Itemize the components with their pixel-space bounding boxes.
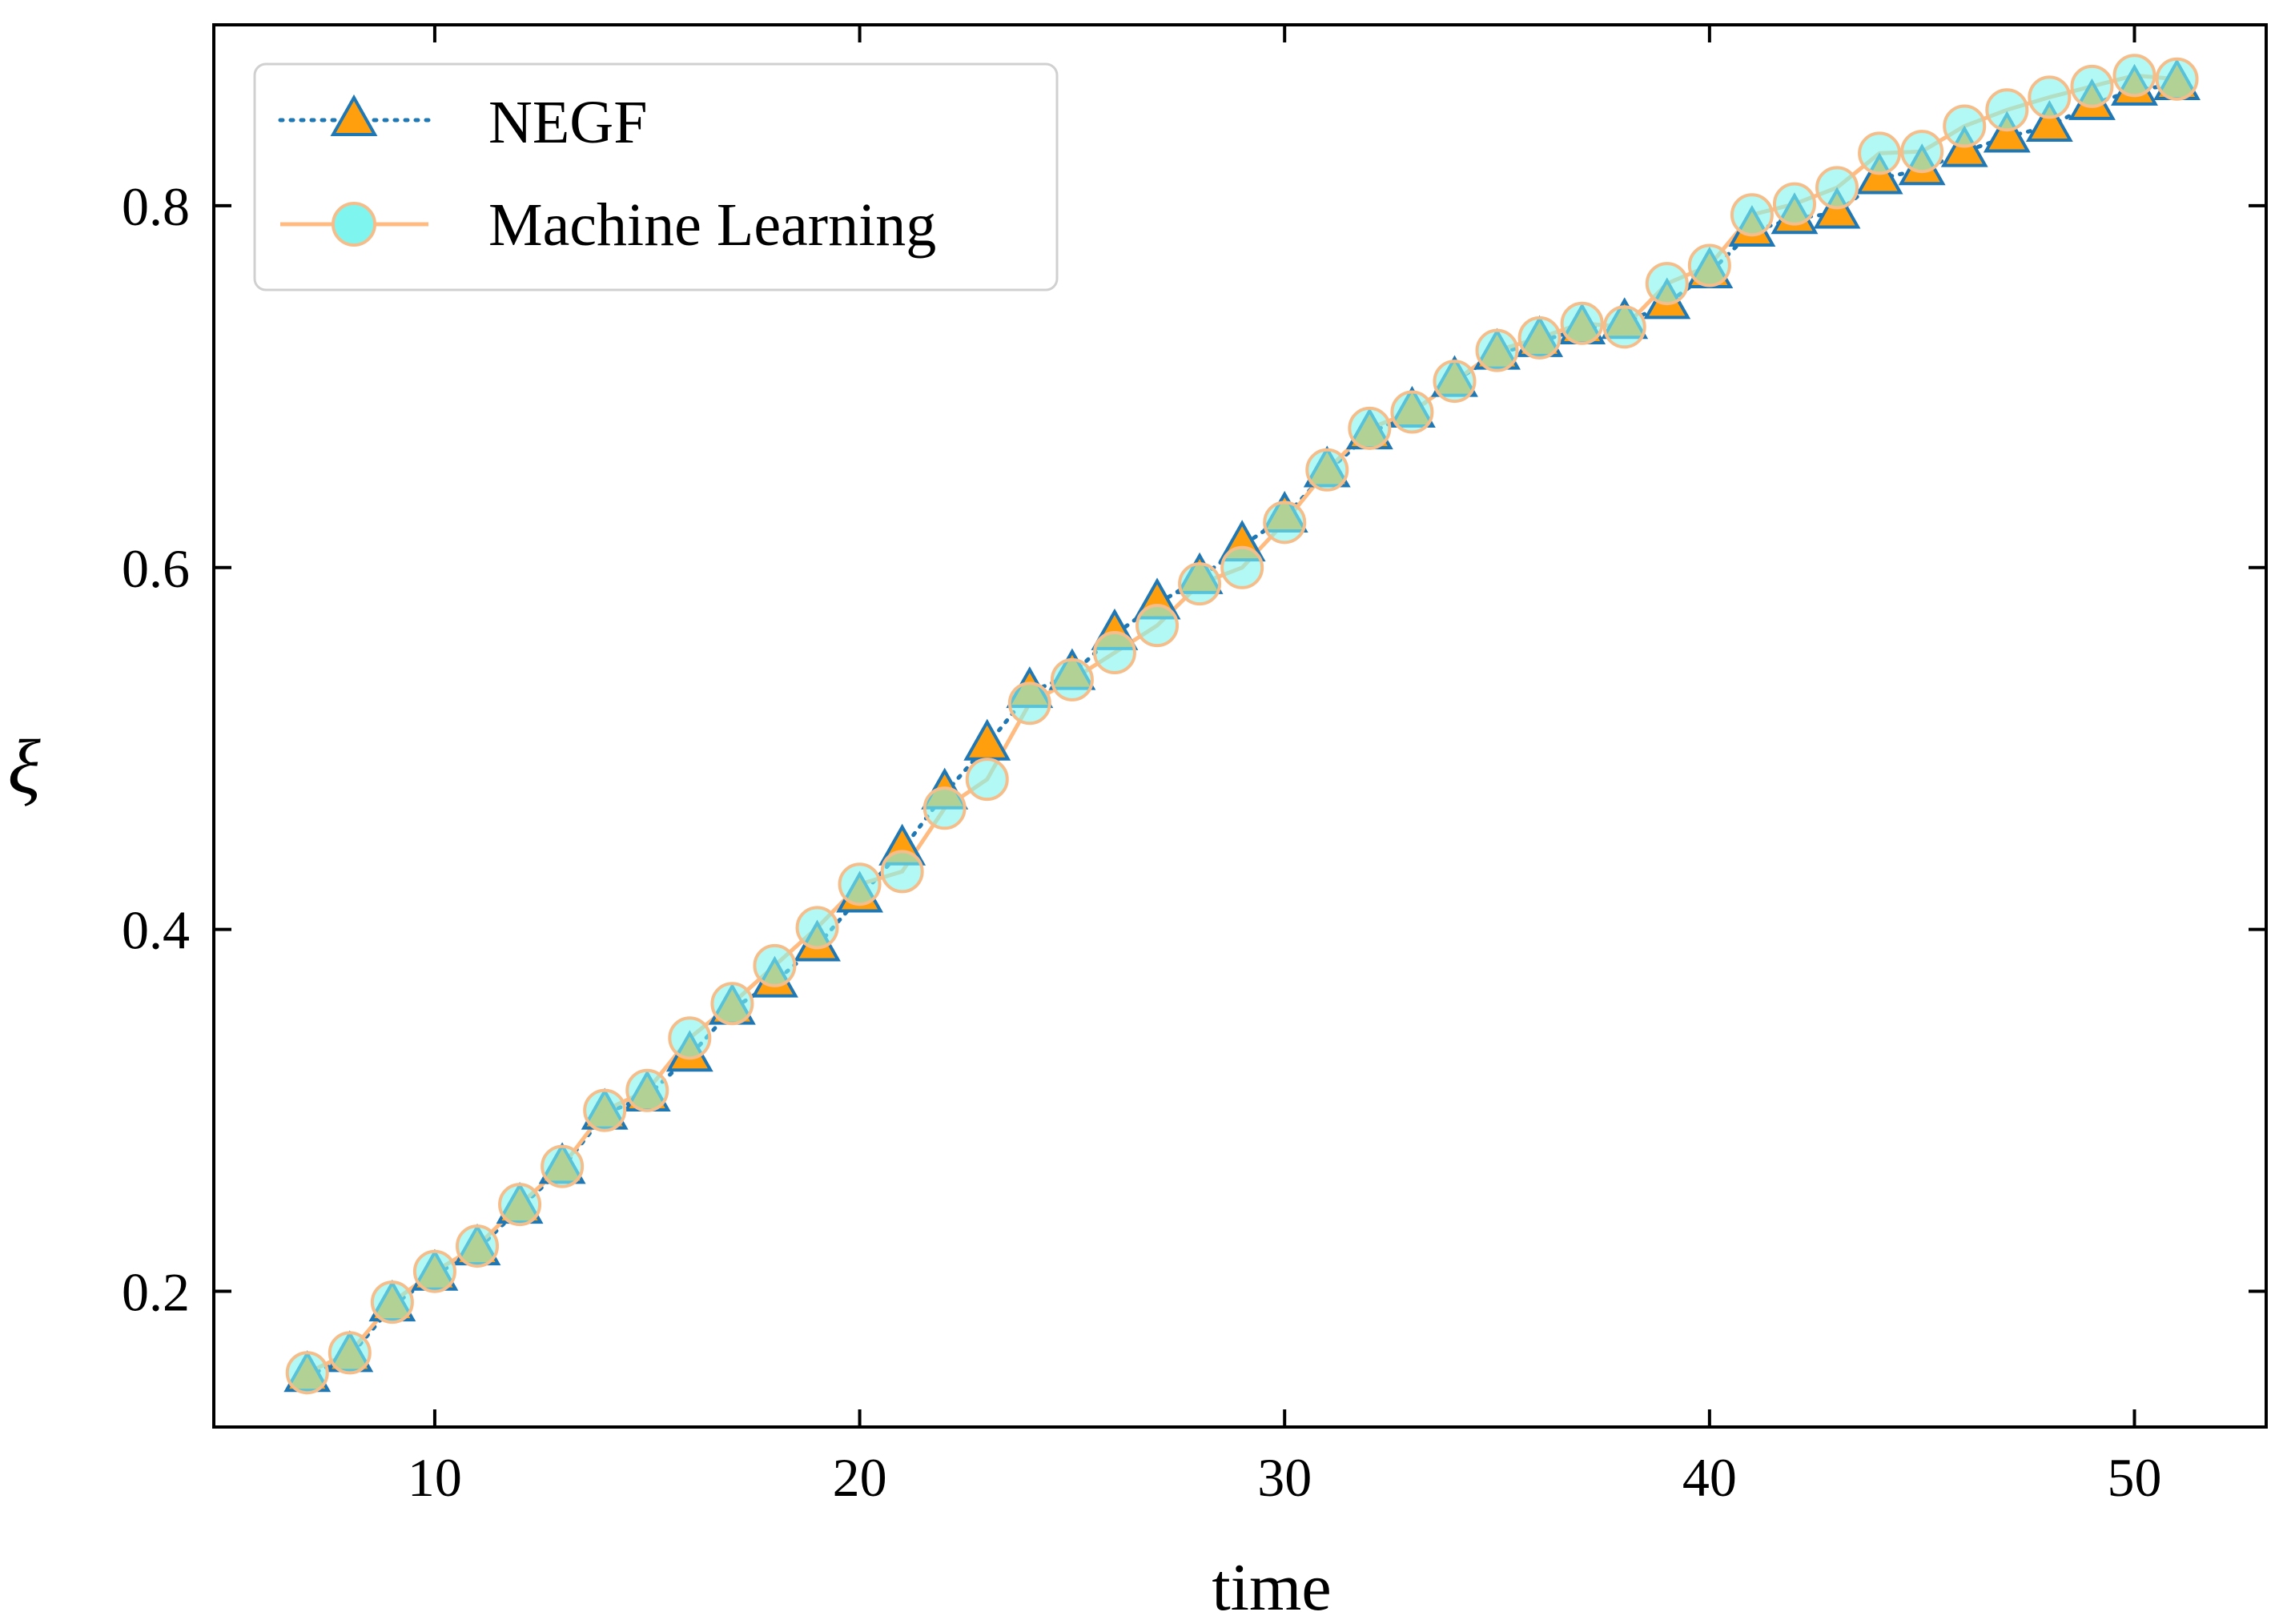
point-machine-learning (1772, 182, 1816, 226)
point-machine-learning (710, 982, 754, 1026)
point-machine-learning (1900, 130, 1944, 174)
point-machine-learning (328, 1331, 372, 1375)
point-machine-learning (498, 1183, 542, 1227)
x-axis-label: time (1212, 1550, 1331, 1624)
point-machine-learning (1263, 500, 1307, 545)
point-machine-learning (753, 943, 797, 987)
point-machine-learning (1348, 406, 1392, 450)
point-machine-learning (880, 850, 924, 894)
point-machine-learning (1007, 681, 1051, 726)
point-machine-learning (583, 1088, 627, 1132)
point-machine-learning (1815, 166, 1859, 210)
point-machine-learning (1178, 562, 1222, 606)
legend-negf-marker (330, 94, 378, 136)
point-machine-learning (1858, 131, 1902, 175)
x-tick-label: 30 (1257, 1447, 1312, 1508)
point-machine-learning (668, 1016, 712, 1060)
y-tick-label: 0.6 (122, 538, 190, 599)
point-machine-learning (412, 1249, 456, 1293)
x-tick-label: 10 (408, 1447, 462, 1508)
point-machine-learning (541, 1144, 585, 1188)
point-machine-learning (2028, 75, 2072, 119)
point-machine-learning (838, 862, 882, 906)
y-axis-label: ξ (7, 724, 41, 810)
legend-ml-label: Machine Learning (488, 191, 936, 259)
point-machine-learning (1050, 657, 1094, 701)
point-machine-learning (922, 786, 967, 830)
point-machine-learning (1135, 604, 1180, 648)
point-machine-learning (1602, 305, 1646, 349)
point-machine-learning (1645, 262, 1689, 306)
legend: NEGF Machine Learning (253, 62, 1059, 291)
point-machine-learning (1943, 104, 1987, 148)
point-machine-learning (1220, 545, 1264, 589)
point-machine-learning (1092, 630, 1136, 674)
point-machine-learning (1305, 448, 1349, 492)
point-machine-learning (2070, 64, 2114, 108)
point-machine-learning (1475, 328, 1519, 372)
point-machine-learning (1560, 301, 1604, 345)
legend-box (253, 62, 1059, 291)
point-machine-learning (2112, 54, 2156, 98)
y-tick-label: 0.2 (122, 1262, 190, 1323)
point-machine-learning (1985, 88, 2029, 132)
point-negf (1983, 111, 2031, 153)
legend-negf-label: NEGF (488, 89, 647, 156)
legend-ml-marker (332, 202, 376, 247)
point-machine-learning (2155, 57, 2199, 101)
point-machine-learning (625, 1068, 669, 1112)
point-machine-learning (370, 1280, 414, 1325)
point-machine-learning (455, 1224, 499, 1268)
point-machine-learning (965, 758, 1009, 802)
point-machine-learning (1730, 193, 1774, 237)
y-tick-label: 0.4 (122, 900, 190, 961)
point-machine-learning (285, 1351, 329, 1395)
point-machine-learning (1433, 360, 1477, 404)
point-machine-learning (1390, 390, 1434, 434)
point-machine-learning (1517, 316, 1562, 360)
x-tick-label: 50 (2108, 1447, 2162, 1508)
plot-frame (212, 23, 2268, 1429)
point-machine-learning (795, 906, 839, 950)
x-tick-label: 40 (1682, 1447, 1737, 1508)
point-negf (2025, 99, 2073, 143)
y-tick-label: 0.8 (122, 176, 190, 237)
x-tick-label: 20 (833, 1447, 887, 1508)
point-machine-learning (1687, 243, 1731, 287)
